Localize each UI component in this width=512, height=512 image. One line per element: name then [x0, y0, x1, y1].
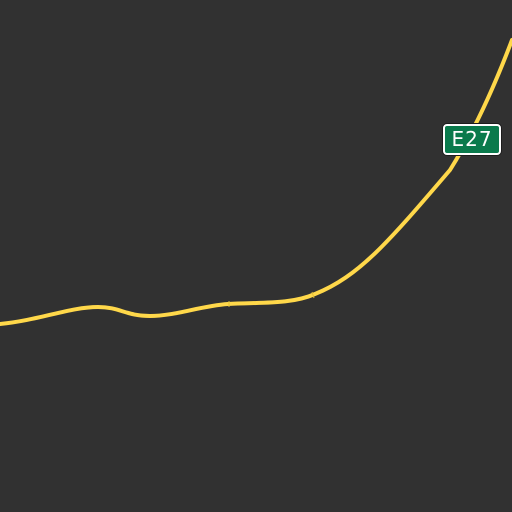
road-segment-tick — [228, 291, 315, 307]
route-shield-e27[interactable]: E27 — [443, 124, 501, 155]
highway-road[interactable] — [0, 38, 512, 326]
